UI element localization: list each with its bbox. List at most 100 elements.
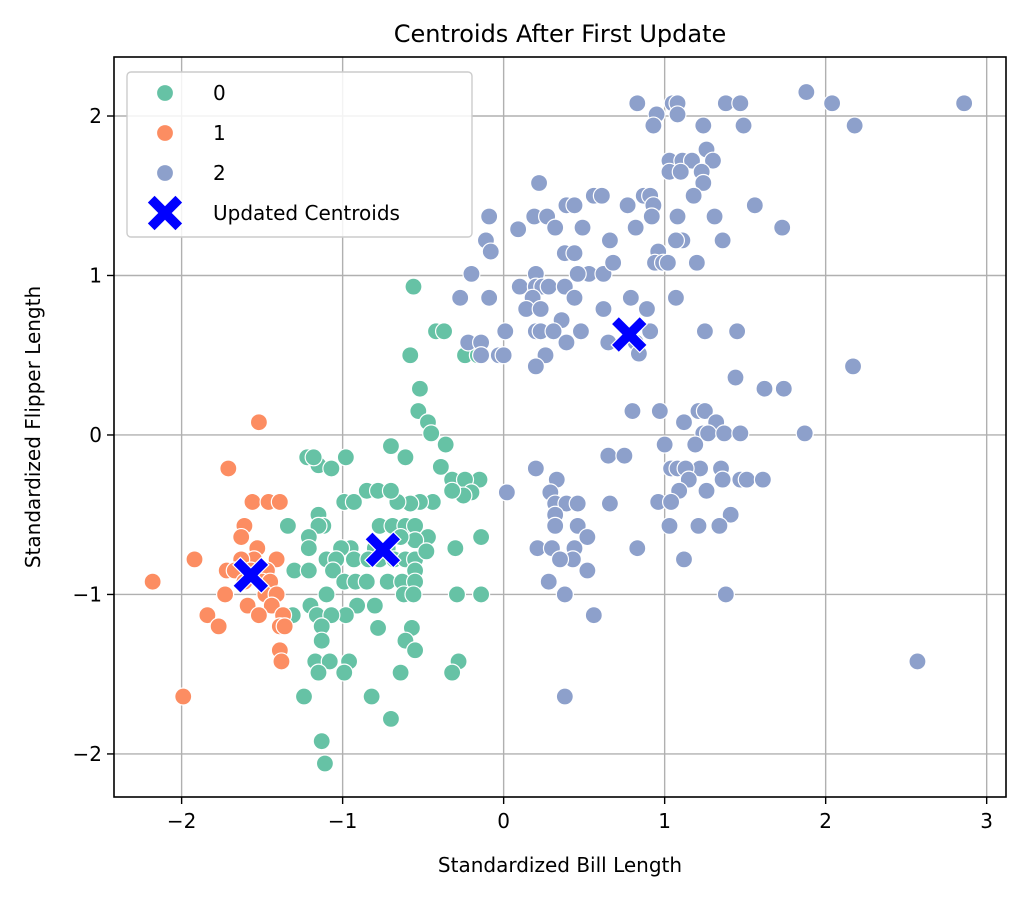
- point-series-1-2: [243, 492, 262, 512]
- point-series-2-146: [710, 516, 729, 535]
- point-series-1-4: [270, 492, 289, 512]
- point-series-2-77: [594, 299, 613, 319]
- x-tick-label-3: 1: [658, 809, 671, 833]
- point-series-2-69: [565, 288, 584, 307]
- point-series-2-129: [753, 470, 772, 489]
- legend-label-1: 1: [213, 121, 226, 145]
- point-series-0-45: [446, 539, 465, 558]
- point-series-0-85: [368, 618, 388, 638]
- point-series-2-67: [539, 277, 558, 296]
- point-series-2-116: [599, 446, 618, 465]
- point-series-2-25: [592, 186, 611, 205]
- point-series-1-24: [249, 606, 269, 625]
- point-series-2-60: [658, 253, 677, 272]
- point-series-2-131: [697, 481, 716, 500]
- y-tick-label-0: −2: [73, 742, 102, 766]
- point-series-2-50: [481, 242, 500, 261]
- point-series-2-142: [546, 516, 565, 535]
- x-tick-label-2: 0: [497, 809, 510, 833]
- legend-marker-1: [155, 123, 175, 143]
- point-series-0-14: [336, 448, 355, 467]
- point-series-2-78: [637, 299, 657, 319]
- point-series-0-96: [391, 663, 410, 682]
- point-series-0-2: [434, 322, 454, 341]
- point-series-2-82: [496, 322, 515, 341]
- point-series-2-48: [666, 231, 686, 250]
- point-series-2-89: [728, 322, 747, 341]
- point-series-2-101: [774, 379, 793, 398]
- point-series-2-23: [529, 173, 549, 193]
- point-series-2-9: [668, 105, 687, 124]
- point-series-0-24: [443, 481, 462, 500]
- point-series-2-39: [705, 207, 724, 226]
- point-series-0-61: [417, 542, 436, 561]
- legend-marker-3: [146, 194, 184, 232]
- point-series-2-73: [480, 288, 499, 307]
- point-series-2-113: [795, 424, 814, 443]
- point-series-2-5: [797, 82, 816, 102]
- point-series-2-144: [660, 516, 679, 535]
- y-tick-label-3: 1: [89, 263, 102, 287]
- point-series-0-76: [472, 585, 491, 604]
- point-series-2-86: [571, 322, 591, 341]
- x-tick-label-0: −2: [167, 809, 196, 833]
- point-series-2-96: [494, 346, 513, 365]
- point-series-1-29: [275, 617, 294, 636]
- point-series-2-37: [642, 207, 661, 226]
- legend-box: [126, 71, 473, 238]
- point-series-2-61: [687, 253, 706, 272]
- axis-ticks: −2 −1 0 1 2 3 −2 −1 0 1 2: [73, 104, 994, 833]
- point-series-2-159: [584, 606, 603, 625]
- point-series-0-65: [323, 561, 343, 580]
- point-series-2-141: [721, 505, 740, 524]
- point-series-2-132: [497, 483, 516, 502]
- point-series-0-91: [320, 652, 339, 671]
- point-series-2-22: [694, 173, 713, 193]
- point-series-2-0: [628, 94, 647, 113]
- point-series-2-62: [604, 253, 623, 272]
- point-series-2-11: [694, 116, 713, 135]
- point-series-2-94: [472, 346, 491, 365]
- point-series-1-26: [198, 606, 217, 625]
- legend-marker-0: [155, 83, 175, 103]
- point-series-2-18: [703, 151, 723, 170]
- point-series-2-161: [908, 652, 927, 671]
- point-series-2-153: [550, 550, 570, 569]
- point-series-1-11: [185, 550, 204, 569]
- point-series-2-91: [557, 333, 576, 352]
- legend-marker-2: [155, 163, 175, 183]
- centroid-marker-1: [364, 530, 402, 569]
- y-axis-label: Standardized Flipper Length: [21, 286, 45, 568]
- point-series-2-56: [568, 264, 587, 283]
- point-series-2-44: [509, 220, 528, 239]
- point-series-2-106: [695, 401, 715, 421]
- point-series-2-34: [480, 207, 499, 226]
- x-tick-label-4: 2: [819, 809, 832, 833]
- point-series-1-0: [249, 413, 269, 432]
- point-series-2-137: [600, 494, 620, 513]
- point-series-0-87: [312, 631, 331, 650]
- point-series-0-7: [422, 424, 441, 443]
- point-series-1-19: [215, 585, 235, 604]
- point-series-0-98: [294, 687, 314, 706]
- point-series-0-72: [317, 585, 336, 604]
- point-series-0-64: [299, 561, 318, 580]
- point-series-2-71: [666, 288, 686, 307]
- point-series-0-8: [436, 435, 455, 454]
- point-series-0-102: [315, 754, 335, 773]
- point-series-2-114: [655, 435, 674, 454]
- point-series-0-9: [431, 457, 450, 476]
- legend-label-3: Updated Centroids: [213, 201, 400, 225]
- point-series-2-151: [628, 539, 647, 558]
- point-series-2-136: [568, 494, 587, 513]
- point-series-2-111: [715, 424, 734, 443]
- point-series-0-17: [322, 459, 341, 478]
- point-series-2-117: [615, 446, 634, 465]
- point-series-2-100: [755, 379, 774, 398]
- point-series-2-76: [531, 299, 550, 319]
- point-series-0-4: [410, 379, 430, 398]
- centroid-marker-2: [232, 556, 270, 595]
- point-series-2-7: [955, 94, 974, 113]
- point-series-0-75: [447, 585, 467, 604]
- point-series-0-0: [404, 277, 423, 296]
